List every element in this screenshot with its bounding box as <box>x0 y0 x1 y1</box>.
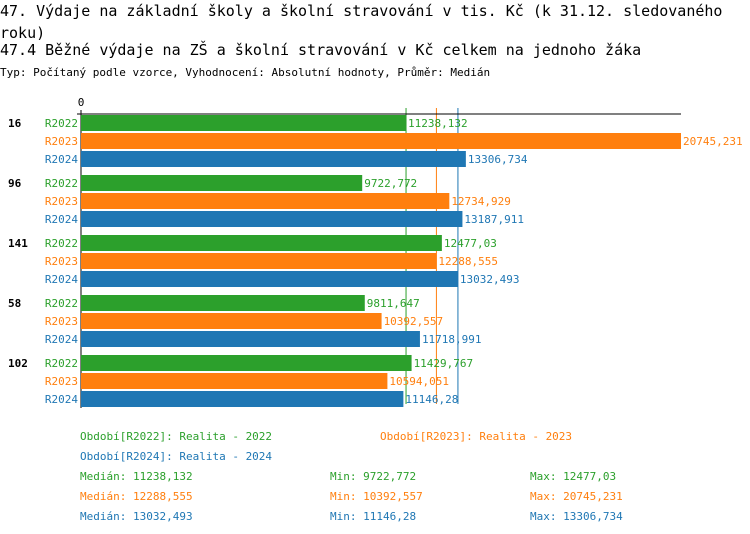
series-label: R2022 <box>45 117 78 130</box>
data-label: 11238,132 <box>408 117 468 130</box>
bar-r2022 <box>81 175 363 191</box>
stat-max-r2023: Max: 20745,231 <box>530 490 623 503</box>
series-label: R2023 <box>45 255 78 268</box>
series-label: R2024 <box>45 333 78 346</box>
series-label: R2023 <box>45 135 78 148</box>
data-label: 10594,051 <box>389 375 449 388</box>
series-label: R2022 <box>45 237 78 250</box>
legend-r2024: Období[R2024]: Realita - 2024 <box>80 450 273 463</box>
data-label: 10392,557 <box>384 315 444 328</box>
data-label: 13306,734 <box>468 153 528 166</box>
stat-min-r2024: Min: 11146,28 <box>330 510 417 523</box>
category-label: 58 <box>8 297 21 310</box>
data-label: 13187,911 <box>464 213 524 226</box>
stat-max-r2022: Max: 12477,03 <box>530 470 617 483</box>
bar-r2024 <box>81 151 466 167</box>
data-label: 12477,03 <box>444 237 497 250</box>
series-label: R2022 <box>45 297 78 310</box>
series-label: R2023 <box>45 375 78 388</box>
data-label: 11146,28 <box>405 393 458 406</box>
chart-info: Typ: Počítaný podle vzorce, Vyhodnocení:… <box>0 66 491 79</box>
category-label: 96 <box>8 177 22 190</box>
bar-r2022 <box>81 115 407 131</box>
stat-median-r2022: Medián: 11238,132 <box>80 470 193 483</box>
bar-r2023 <box>81 133 681 149</box>
category-label: 141 <box>8 237 28 250</box>
bar-r2023 <box>81 193 450 209</box>
series-label: R2024 <box>45 273 78 286</box>
stat-median-r2024: Medián: 13032,493 <box>80 510 193 523</box>
series-label: R2023 <box>45 315 78 328</box>
series-label: R2022 <box>45 177 78 190</box>
data-label: 13032,493 <box>460 273 520 286</box>
bar-r2022 <box>81 355 412 371</box>
series-label: R2022 <box>45 357 78 370</box>
stat-min-r2023: Min: 10392,557 <box>330 490 423 503</box>
chart-title: 47.4 Běžné výdaje na ZŠ a školní stravov… <box>0 41 642 59</box>
bar-r2022 <box>81 295 365 311</box>
data-label: 11429,767 <box>414 357 474 370</box>
category-label: 102 <box>8 357 28 370</box>
data-label: 9722,772 <box>364 177 417 190</box>
bar-r2024 <box>81 211 463 227</box>
series-label: R2024 <box>45 213 78 226</box>
stat-min-r2022: Min: 9722,772 <box>330 470 417 483</box>
stat-max-r2024: Max: 13306,734 <box>530 510 623 523</box>
data-label: 12288,555 <box>438 255 498 268</box>
bar-r2022 <box>81 235 442 251</box>
bar-r2023 <box>81 373 388 389</box>
bar-r2024 <box>81 391 404 407</box>
series-label: R2024 <box>45 153 78 166</box>
series-label: R2023 <box>45 195 78 208</box>
data-label: 12734,929 <box>451 195 511 208</box>
category-label: 16 <box>8 117 22 130</box>
data-label: 20745,231 <box>683 135 743 148</box>
bar-r2023 <box>81 253 437 269</box>
series-label: R2024 <box>45 393 78 406</box>
legend-r2022: Období[R2022]: Realita - 2022 <box>80 430 273 443</box>
legend-r2023: Období[R2023]: Realita - 2023 <box>380 430 573 443</box>
stat-median-r2023: Medián: 12288,555 <box>80 490 193 503</box>
data-label: 11718,991 <box>422 333 482 346</box>
data-label: 9811,647 <box>367 297 420 310</box>
bar-r2023 <box>81 313 382 329</box>
x-tick-label: 0 <box>78 96 85 109</box>
bar-r2024 <box>81 331 420 347</box>
report-title: 47. Výdaje na základní školy a školní st… <box>0 2 723 42</box>
bar-r2024 <box>81 271 458 287</box>
